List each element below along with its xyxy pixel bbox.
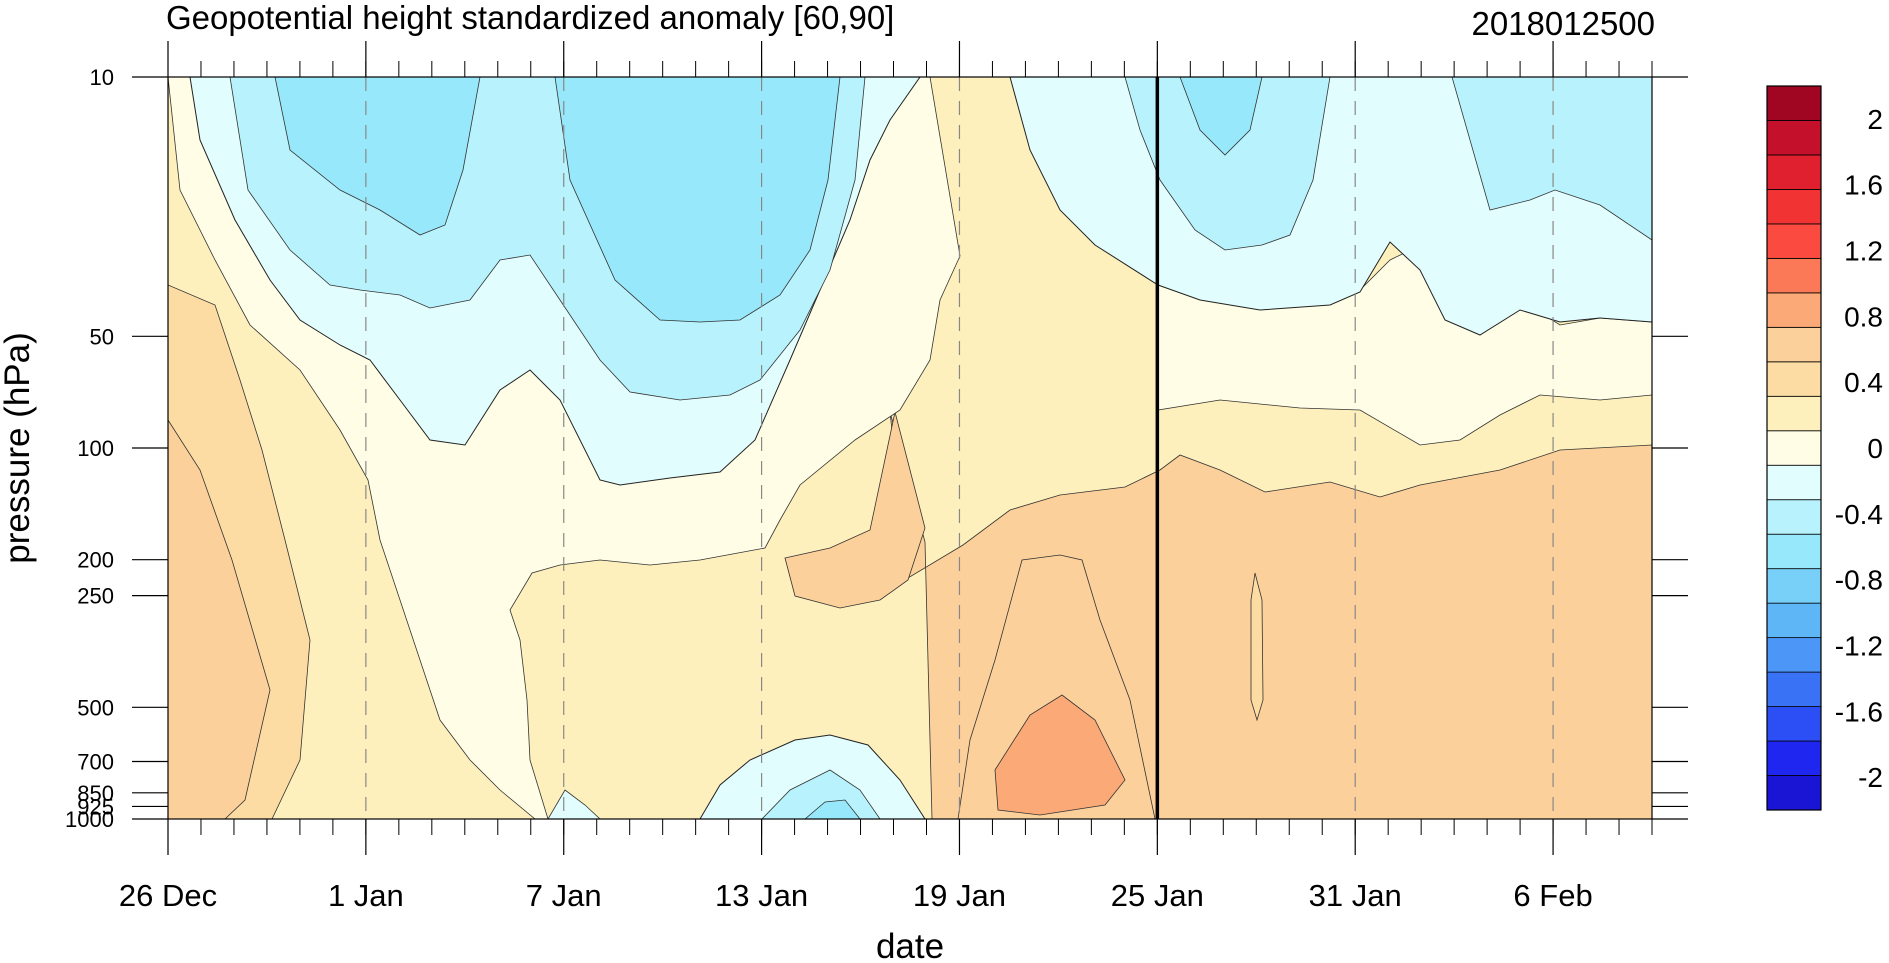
colorbar-swatch	[1766, 602, 1822, 639]
x-tick-label: 13 Jan	[715, 878, 808, 913]
contour-fill-positive-narrow	[1250, 572, 1264, 722]
colorbar-swatch	[1766, 223, 1822, 259]
contour-fill-positive-0.6	[168, 419, 271, 819]
y-tick-label: 700	[77, 750, 114, 775]
colorbar-tick-label: 1.6	[1844, 170, 1883, 201]
y-tick-label: 850	[77, 781, 114, 806]
colorbar-tick-label: 1.2	[1844, 236, 1883, 267]
colorbar-tick-label: -2	[1858, 762, 1883, 793]
contour-fill-negative-0.4-right2	[1451, 77, 1652, 241]
colorbar-swatch	[1766, 671, 1822, 707]
contour-fill-negative-0.2-bottom	[699, 734, 926, 819]
contour-fill-negative-0.6-bottom	[804, 799, 861, 819]
colorbar-swatch	[1766, 464, 1822, 501]
y-tick-label: 500	[77, 695, 114, 720]
contour-fill-max	[994, 694, 1126, 816]
y-tick-label: 1000	[65, 807, 114, 832]
plot-area	[168, 77, 1652, 819]
x-tick-label: 1 Jan	[328, 878, 404, 913]
colorbar-tick-label: 0.4	[1844, 367, 1883, 398]
y-tick-label: 50	[90, 324, 114, 349]
y-tick-label: 200	[77, 548, 114, 573]
y-tick-label: 100	[77, 436, 114, 461]
colorbar-frame	[1766, 85, 1822, 811]
colorbar-swatch	[1766, 257, 1822, 294]
colorbar-tick-label: 2	[1867, 104, 1883, 135]
colorbar-swatch	[1766, 430, 1822, 466]
contour-fill-negative-0.2-bottom-small	[547, 789, 601, 819]
colorbar-swatch	[1766, 120, 1822, 156]
chart-title: Geopotential height standardized anomaly…	[166, 0, 894, 36]
x-axis: 26 Dec 1 Jan 7 Jan 13 Jan 19 Jan 25 Jan 31 Jan…	[119, 41, 1653, 913]
x-axis-label: date	[876, 927, 944, 963]
colorbar-swatch	[1766, 361, 1822, 397]
y-tick-label: 250	[77, 584, 114, 609]
colorbar-swatch	[1766, 499, 1822, 535]
colorbar: 2 1.6 1.2 0.8 0.4 0 -0.4 -0.8 -1.2 -1.6 -2	[1766, 85, 1883, 811]
contour-fill-negative-0.6-left2	[554, 77, 841, 323]
x-tick-label: 6 Feb	[1513, 878, 1592, 913]
colorbar-swatch	[1766, 637, 1822, 673]
colorbar-tick-label: -1.2	[1835, 630, 1883, 661]
colorbar-swatch	[1766, 395, 1822, 432]
x-tick-label: 25 Jan	[1111, 878, 1204, 913]
contour-fill-negative-0.6-left1	[274, 77, 481, 236]
colorbar-swatch	[1766, 740, 1822, 776]
colorbar-swatch	[1766, 154, 1822, 190]
colorbar-tick-label: -0.4	[1835, 499, 1883, 530]
colorbar-swatch	[1766, 533, 1822, 570]
colorbar-tick-label: -0.8	[1835, 565, 1883, 596]
colorbar-swatch	[1766, 292, 1822, 328]
contour-fill-negative-0.4-right1	[1124, 77, 1331, 251]
contour-fill-negative-0.6-right1	[1179, 77, 1263, 156]
x-tick-label: 26 Dec	[119, 878, 217, 913]
colorbar-swatch	[1766, 706, 1822, 742]
colorbar-swatch	[1766, 189, 1822, 225]
chart-subtitle: 2018012500	[1471, 5, 1655, 42]
x-tick-label: 7 Jan	[526, 878, 602, 913]
y-tick-label: 925	[77, 794, 114, 819]
colorbar-tick-label: -1.6	[1835, 696, 1883, 727]
y-axis-label: pressure (hPa)	[0, 332, 37, 563]
date-gridlines	[365, 77, 1554, 819]
colorbar-tick-label: 0	[1867, 433, 1883, 464]
colorbar-tick-label: 0.8	[1844, 301, 1883, 332]
x-tick-label: 19 Jan	[913, 878, 1006, 913]
contour-fill-positive-0.6-mid	[784, 411, 926, 609]
colorbar-swatch	[1766, 85, 1822, 121]
y-tick-label: 10	[90, 65, 114, 90]
colorbar-swatch	[1766, 568, 1822, 604]
x-tick-label: 31 Jan	[1309, 878, 1402, 913]
colorbar-swatch	[1766, 775, 1822, 811]
colorbar-swatch	[1766, 326, 1822, 363]
